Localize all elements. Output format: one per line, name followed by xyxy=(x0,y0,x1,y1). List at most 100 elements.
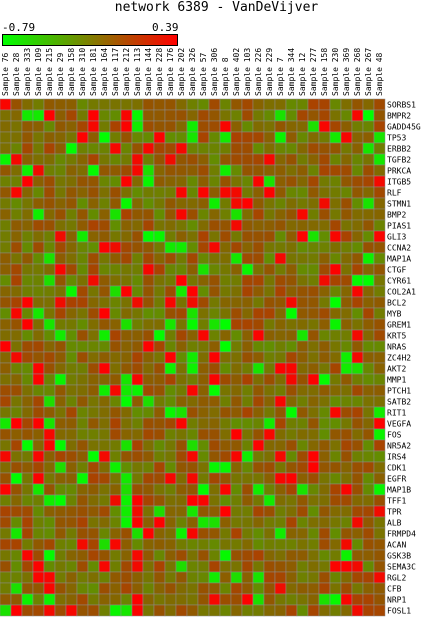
heatmap-cell xyxy=(131,428,144,441)
heatmap-cell xyxy=(197,450,210,463)
heatmap-cell xyxy=(362,241,375,254)
heatmap-cell xyxy=(362,329,375,342)
heatmap-cell xyxy=(296,516,309,529)
heatmap-cell xyxy=(76,219,89,232)
heatmap-cell xyxy=(274,318,287,331)
heatmap-cell xyxy=(120,571,133,584)
heatmap-cell xyxy=(362,197,375,210)
heatmap-cell xyxy=(208,373,221,386)
heatmap-cell xyxy=(362,153,375,166)
heatmap-cell xyxy=(219,428,232,441)
heatmap-cell xyxy=(32,439,45,452)
heatmap-cell xyxy=(87,186,100,199)
heatmap-cell xyxy=(373,263,386,276)
heatmap-cell xyxy=(131,483,144,496)
heatmap-cell xyxy=(252,593,265,606)
heatmap-cell xyxy=(373,516,386,529)
heatmap-cell xyxy=(351,494,364,507)
heatmap-cell xyxy=(285,373,298,386)
heatmap-cell xyxy=(252,340,265,353)
heatmap-cell xyxy=(32,362,45,375)
heatmap-cell xyxy=(21,571,34,584)
heatmap-cell xyxy=(285,98,298,111)
heatmap-cell xyxy=(32,461,45,474)
heatmap-cell xyxy=(329,571,342,584)
heatmap-cell xyxy=(186,483,199,496)
heatmap-cell xyxy=(153,131,166,144)
heatmap-cell xyxy=(54,208,67,221)
heatmap-cell xyxy=(142,362,155,375)
heatmap-cell xyxy=(241,571,254,584)
heatmap-cell xyxy=(296,230,309,243)
heatmap-cell xyxy=(263,329,276,342)
heatmap-cell xyxy=(329,263,342,276)
heatmap-cell xyxy=(373,505,386,518)
heatmap-cell xyxy=(252,406,265,419)
heatmap-cell xyxy=(351,164,364,177)
heatmap-cell xyxy=(0,450,12,463)
heatmap-cell xyxy=(362,373,375,386)
heatmap-cell xyxy=(373,571,386,584)
row-label: GREM1 xyxy=(387,321,411,330)
heatmap-cell xyxy=(340,131,353,144)
heatmap-cell xyxy=(76,318,89,331)
heatmap-cell xyxy=(241,373,254,386)
heatmap-cell xyxy=(109,175,122,188)
heatmap-cell xyxy=(109,285,122,298)
heatmap-cell xyxy=(340,153,353,166)
heatmap-cell xyxy=(131,439,144,452)
heatmap-cell xyxy=(274,472,287,485)
heatmap-cell xyxy=(219,186,232,199)
heatmap-cell xyxy=(0,439,12,452)
heatmap-cell xyxy=(131,175,144,188)
heatmap-cell xyxy=(98,560,111,573)
heatmap-cell xyxy=(164,230,177,243)
heatmap-cell xyxy=(241,439,254,452)
heatmap-cell xyxy=(362,186,375,199)
heatmap-cell xyxy=(98,472,111,485)
heatmap-cell xyxy=(98,571,111,584)
heatmap-cell xyxy=(153,582,166,595)
heatmap-cell xyxy=(219,582,232,595)
heatmap-cell xyxy=(296,406,309,419)
heatmap-cell xyxy=(285,549,298,562)
heatmap-cell xyxy=(76,186,89,199)
heatmap-cell xyxy=(318,604,331,617)
heatmap-cell xyxy=(208,483,221,496)
heatmap-cell xyxy=(43,285,56,298)
heatmap-cell xyxy=(329,219,342,232)
heatmap-cell xyxy=(362,208,375,221)
heatmap-cell xyxy=(274,120,287,133)
heatmap-cell xyxy=(153,395,166,408)
heatmap-cell xyxy=(32,483,45,496)
heatmap-cell xyxy=(219,384,232,397)
heatmap-cell xyxy=(373,428,386,441)
heatmap-cell xyxy=(65,384,78,397)
heatmap-cell xyxy=(351,186,364,199)
heatmap-cell xyxy=(296,252,309,265)
heatmap-cell xyxy=(307,527,320,540)
heatmap-cell xyxy=(318,230,331,243)
heatmap-cell xyxy=(351,318,364,331)
heatmap-cell xyxy=(153,252,166,265)
heatmap-cell xyxy=(373,549,386,562)
heatmap-cell xyxy=(230,384,243,397)
heatmap-cell xyxy=(186,285,199,298)
heatmap-cell xyxy=(76,549,89,562)
heatmap-cell xyxy=(54,153,67,166)
heatmap-cell xyxy=(10,582,23,595)
heatmap-cell xyxy=(329,120,342,133)
heatmap-cell xyxy=(109,318,122,331)
heatmap-cell xyxy=(164,417,177,430)
heatmap-cell xyxy=(373,142,386,155)
heatmap-cell xyxy=(109,362,122,375)
heatmap-cell xyxy=(65,219,78,232)
heatmap-cell xyxy=(362,263,375,276)
row-label: RIT1 xyxy=(387,409,406,418)
heatmap-cell xyxy=(197,593,210,606)
heatmap-cell xyxy=(263,406,276,419)
heatmap-cell xyxy=(175,395,188,408)
heatmap-cell xyxy=(274,395,287,408)
heatmap-cell xyxy=(362,164,375,177)
heatmap-cell xyxy=(373,604,386,617)
